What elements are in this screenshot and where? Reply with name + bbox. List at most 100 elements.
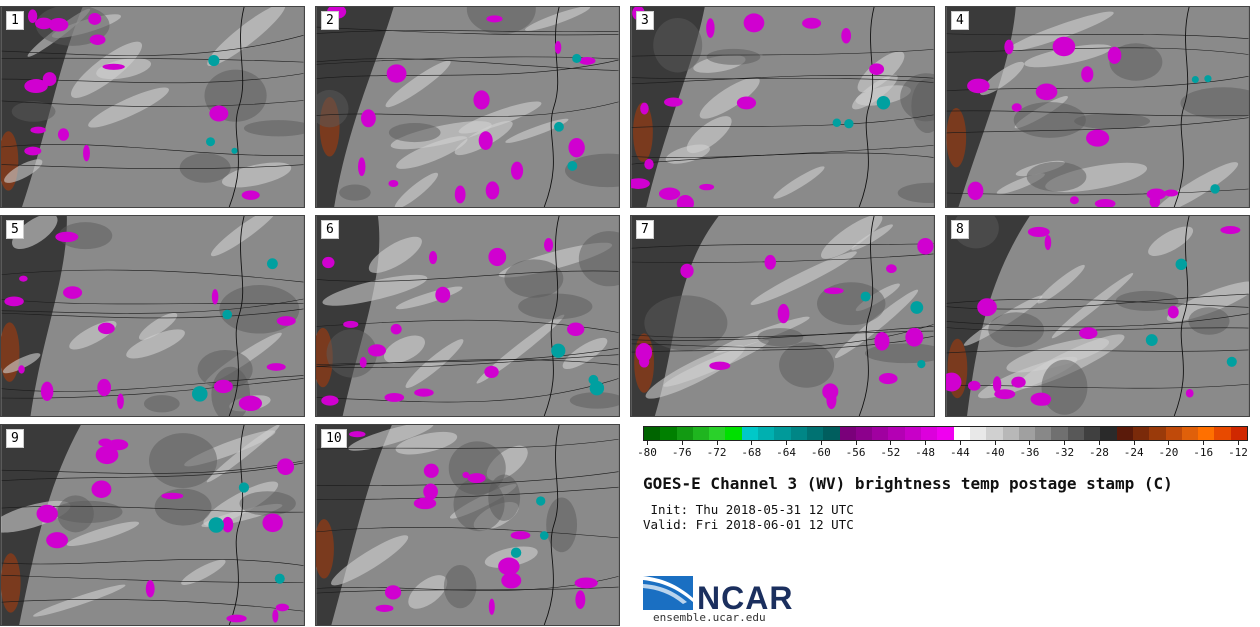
moist-streak <box>525 7 591 31</box>
cold-cloud-top <box>676 195 694 207</box>
coastline <box>228 7 245 207</box>
cold-cloud-top <box>222 516 234 533</box>
panel-number: 7 <box>636 220 654 239</box>
boundary-line <box>1 460 304 474</box>
boundary-line <box>1 269 304 283</box>
colorbar-swatch <box>692 427 710 440</box>
colorbar-swatch <box>937 427 954 440</box>
colorbar <box>643 426 1248 441</box>
wv-map-7 <box>631 216 934 416</box>
coastline <box>858 7 875 207</box>
cold-cloud-top <box>435 286 451 303</box>
dry-patch <box>11 101 56 122</box>
colorbar-tick <box>716 441 718 445</box>
very-cold-core <box>191 386 208 402</box>
moist-streak <box>206 425 280 483</box>
cold-cloud-top <box>1086 129 1110 147</box>
dry-patch <box>339 184 371 201</box>
dry-patch <box>653 17 703 73</box>
colorbar-tick-label: -16 <box>1193 446 1214 459</box>
panel-number: 3 <box>636 11 654 30</box>
dry-patch <box>779 342 835 388</box>
very-cold-core <box>860 291 871 302</box>
cold-cloud-top <box>777 303 790 324</box>
cold-cloud-top <box>107 439 129 451</box>
cold-cloud-top <box>4 296 24 307</box>
cold-cloud-top <box>706 18 715 38</box>
moist-streak <box>88 87 169 128</box>
cold-cloud-top <box>699 183 715 191</box>
cold-cloud-top <box>95 445 119 465</box>
colorbar-swatch <box>855 427 873 440</box>
boundary-line <box>946 117 1249 134</box>
colorbar-tick <box>647 441 648 445</box>
colorbar-swatch <box>758 427 775 440</box>
boundary-line <box>316 59 619 79</box>
warm-region <box>946 107 967 168</box>
colorbar-tick-label: -48 <box>915 446 936 459</box>
cold-cloud-top <box>905 327 924 347</box>
moist-streak <box>699 77 760 119</box>
colorbar-tick-label: -36 <box>1019 446 1040 459</box>
cold-cloud-top <box>97 322 115 335</box>
logo-url: ensemble.ucar.edu <box>653 611 766 624</box>
moist-streak <box>458 101 542 134</box>
wv-map-10 <box>316 425 619 625</box>
boundary-line <box>946 383 1249 389</box>
boundary-line <box>1 599 304 612</box>
dry-patch <box>988 312 1044 348</box>
colorbar-tick-label: -20 <box>1158 446 1179 459</box>
boundary-line <box>1 144 304 156</box>
boundary-line <box>946 47 1249 55</box>
cold-cloud-top <box>869 63 885 76</box>
warm-region <box>316 327 333 388</box>
colorbar-swatch <box>1051 427 1068 440</box>
cold-cloud-top <box>388 180 399 187</box>
colorbar-tick <box>1029 441 1031 445</box>
dry-patch <box>316 89 349 128</box>
boundary-line <box>631 74 934 85</box>
moist-streak <box>2 353 41 374</box>
very-cold-core <box>1226 356 1237 367</box>
very-cold-core <box>231 147 238 154</box>
logo-wordmark: NCAR <box>697 580 794 616</box>
cold-cloud-top <box>262 513 283 533</box>
cold-cloud-top <box>102 63 125 70</box>
cold-cloud-top <box>1011 103 1022 112</box>
boundary-line <box>631 49 934 57</box>
wv-map-2 <box>316 7 619 207</box>
boundary-line <box>946 33 1249 39</box>
colorbar-tick <box>820 441 822 445</box>
cold-cloud-top <box>664 97 683 107</box>
colorbar-tick <box>1064 441 1066 445</box>
dry-patch <box>143 395 180 413</box>
moist-streak <box>834 289 919 359</box>
cold-cloud-top <box>321 395 339 406</box>
dry-patch <box>53 500 123 523</box>
boundary-line <box>1 35 304 56</box>
cold-cloud-top <box>18 365 25 374</box>
cold-cloud-top <box>276 316 296 326</box>
colorbar-tick <box>751 441 753 445</box>
very-cold-core <box>832 118 842 127</box>
boundary-line <box>316 26 619 36</box>
cold-cloud-top <box>640 102 649 115</box>
colorbar-tick <box>994 441 996 445</box>
colorbar-swatch <box>1035 427 1052 440</box>
moist-streak <box>773 166 825 199</box>
stamp-panel-6: 6 <box>315 215 620 417</box>
cold-cloud-top <box>24 146 42 156</box>
cold-cloud-top <box>384 392 405 402</box>
dry-patch <box>569 392 619 409</box>
coastline <box>543 425 560 625</box>
stamp-panel-5: 5 <box>0 215 305 417</box>
very-cold-core <box>208 517 225 533</box>
colorbar-tick <box>959 441 961 445</box>
stamp-panel-8: 8 <box>945 215 1250 417</box>
cold-cloud-top <box>1069 196 1079 205</box>
cold-cloud-top <box>40 381 54 401</box>
boundary-line <box>631 330 934 338</box>
cold-cloud-top <box>89 34 106 45</box>
moist-streak <box>1037 264 1085 304</box>
moist-streak <box>368 236 422 273</box>
